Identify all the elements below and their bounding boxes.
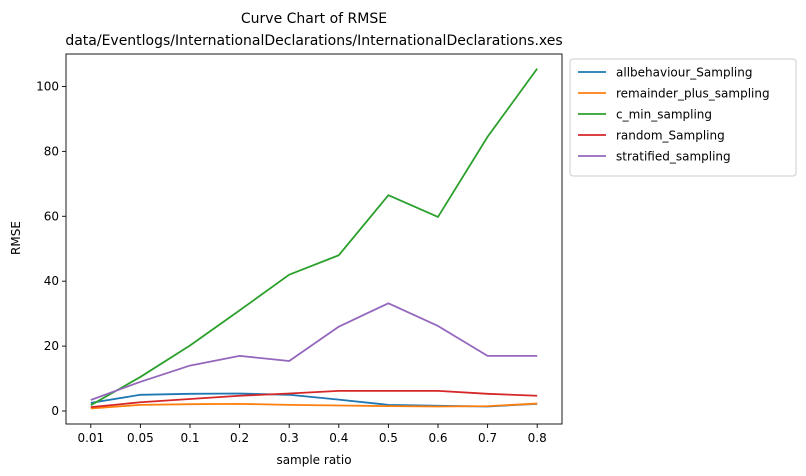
- x-tick-label: 0.7: [478, 431, 497, 445]
- axes-frame: [65, 53, 563, 425]
- x-tick-label: 0.5: [379, 431, 398, 445]
- y-tick-label: 40: [44, 274, 59, 288]
- y-tick-label: 100: [36, 79, 59, 93]
- plot-area: 0.01 0.05 0.1 0.2 0.3 0.4 0.5 0.6 0.7 0.8 0 20 40 60 8…: [36, 53, 563, 445]
- x-tick-label: 0.2: [230, 431, 249, 445]
- chart-title: Curve Chart of RMSE: [241, 11, 387, 27]
- legend: allbehaviour_Sampling remainder_plus_samp…: [569, 58, 797, 177]
- x-tick-label: 0.1: [180, 431, 199, 445]
- x-tick-label: 0.3: [280, 431, 299, 445]
- chart-subtitle: data/Eventlogs/InternationalDeclarations…: [65, 33, 562, 49]
- x-tick-label: 0.8: [528, 431, 547, 445]
- legend-label: c_min_sampling: [616, 108, 712, 122]
- legend-label: stratified_sampling: [616, 150, 731, 164]
- x-tick-label: 0.6: [428, 431, 447, 445]
- y-tick-label: 20: [44, 339, 59, 353]
- y-tick-label: 60: [44, 209, 59, 223]
- x-tick-label: 0.4: [329, 431, 348, 445]
- legend-box: [569, 58, 797, 177]
- y-tick-label: 80: [44, 144, 59, 158]
- x-tick-label: 0.05: [127, 431, 154, 445]
- x-axis-label: sample ratio: [276, 453, 351, 467]
- x-tick-label: 0.01: [77, 431, 104, 445]
- legend-label: remainder_plus_sampling: [616, 87, 770, 101]
- legend-label: allbehaviour_Sampling: [616, 66, 752, 80]
- series-line-stratified_sampling: [90, 302, 538, 401]
- y-axis-label: RMSE: [9, 221, 23, 255]
- series-line-c_min_sampling: [90, 68, 538, 406]
- series-line-remainder_plus_sampling: [90, 402, 538, 410]
- series-line-random_Sampling: [90, 389, 538, 409]
- legend-label: random_Sampling: [616, 129, 725, 143]
- y-tick-label: 0: [51, 404, 59, 418]
